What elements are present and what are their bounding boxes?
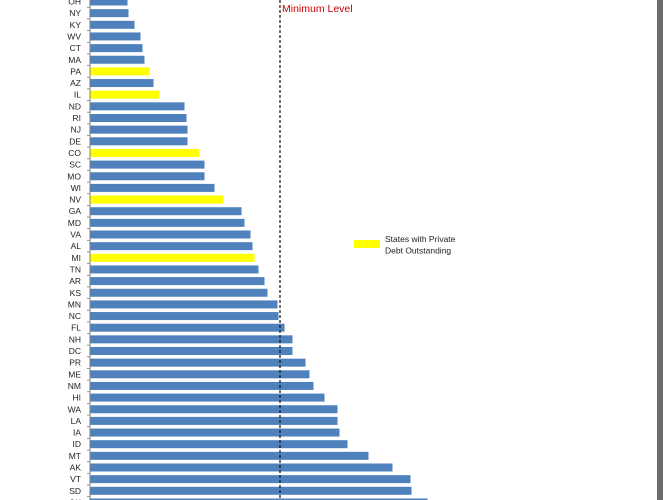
bar-tn: [90, 265, 259, 274]
tick-label-nv: NV: [69, 195, 81, 205]
bar-az: [90, 79, 154, 88]
bar-wi: [90, 183, 215, 192]
bar-ia: [90, 428, 340, 437]
tick-label-ia: IA: [73, 428, 81, 438]
tick-label-il: IL: [74, 90, 81, 100]
bar-il: [90, 90, 160, 99]
tick-label-nh: NH: [69, 334, 81, 344]
bar-mi: [90, 253, 255, 262]
tick-label-oh: OH: [68, 0, 81, 7]
bar-ks: [90, 288, 268, 297]
bar-sc: [90, 160, 205, 169]
minimum-level-label: Minimum Level: [282, 3, 353, 15]
tick-label-dc: DC: [69, 346, 81, 356]
bar-md: [90, 218, 245, 227]
tick-label-ga: GA: [69, 206, 82, 216]
scrollbar-edge[interactable]: [657, 0, 663, 500]
tick-label-wa: WA: [68, 404, 82, 414]
tick-label-nm: NM: [68, 381, 81, 391]
bar-ct: [90, 44, 143, 53]
bar-al: [90, 242, 253, 251]
tick-label-me: ME: [68, 369, 81, 379]
tick-label-pr: PR: [69, 358, 81, 368]
bar-ri: [90, 114, 187, 122]
bar-hi: [90, 393, 325, 402]
bar-co: [90, 148, 200, 157]
tick-label-md: MD: [68, 218, 81, 228]
bar-va: [90, 230, 251, 239]
bar-nm: [90, 381, 314, 390]
bar-ga: [90, 207, 242, 216]
tick-label-ks: KS: [70, 288, 82, 298]
tick-label-nc: NC: [69, 311, 81, 321]
bar-ar: [90, 277, 265, 286]
bar-group: [90, 0, 428, 500]
bar-ok: [90, 498, 428, 500]
bar-nd: [90, 102, 185, 111]
bar-ky: [90, 20, 135, 29]
bar-ma: [90, 55, 145, 64]
tick-label-tn: TN: [70, 264, 81, 274]
bar-pa: [90, 67, 150, 76]
bar-mo: [90, 172, 205, 181]
bar-dc: [90, 347, 293, 355]
tick-label-de: DE: [69, 136, 81, 146]
bar-nc: [90, 312, 279, 321]
bar-pr: [90, 358, 306, 367]
bar-nv: [90, 195, 224, 204]
tick-label-mi: MI: [72, 253, 81, 263]
tick-label-la: LA: [71, 416, 82, 426]
bar-vt: [90, 475, 411, 484]
tick-label-sd: SD: [69, 486, 81, 496]
tick-label-id: ID: [73, 439, 82, 449]
tick-label-nd: ND: [69, 101, 81, 111]
tick-label-pa: PA: [70, 66, 81, 76]
tick-label-mn: MN: [68, 299, 81, 309]
bar-me: [90, 370, 310, 379]
bar-la: [90, 416, 338, 425]
tick-label-ma: MA: [68, 55, 81, 65]
bar-mt: [90, 451, 369, 460]
tick-label-al: AL: [71, 241, 82, 251]
bar-sd: [90, 486, 412, 495]
tick-label-ky: KY: [70, 20, 82, 30]
tick-label-mt: MT: [69, 451, 81, 461]
tick-label-ak: AK: [70, 463, 82, 473]
tick-label-nj: NJ: [71, 125, 81, 135]
tick-label-ny: NY: [69, 8, 81, 18]
tick-label-az: AZ: [70, 78, 81, 88]
legend-label: States with Private Debt Outstanding: [385, 234, 456, 256]
bar-ak: [90, 463, 393, 472]
tick-label-mo: MO: [67, 171, 81, 181]
legend-swatch-highlight: [354, 240, 380, 248]
bar-fl: [90, 323, 285, 332]
tick-label-ok: OK: [69, 497, 82, 500]
bar-ny: [90, 9, 129, 18]
bar-wa: [90, 405, 338, 414]
bar-oh: [90, 0, 128, 6]
tick-label-ri: RI: [73, 113, 82, 123]
bar-wv: [90, 32, 141, 41]
tick-label-vt: VT: [70, 474, 81, 484]
tick-label-ar: AR: [69, 276, 81, 286]
tick-label-fl: FL: [71, 323, 81, 333]
tick-label-ct: CT: [70, 43, 81, 53]
tick-label-wi: WI: [71, 183, 81, 193]
bar-nh: [90, 335, 293, 344]
tick-label-va: VA: [70, 230, 81, 240]
bar-mn: [90, 300, 278, 309]
tick-label-wv: WV: [67, 31, 81, 41]
bar-de: [90, 137, 188, 146]
tick-label-sc: SC: [69, 160, 81, 170]
bar-id: [90, 440, 348, 449]
tick-label-co: CO: [68, 148, 81, 158]
bar-nj: [90, 125, 188, 134]
tick-label-hi: HI: [73, 393, 82, 403]
